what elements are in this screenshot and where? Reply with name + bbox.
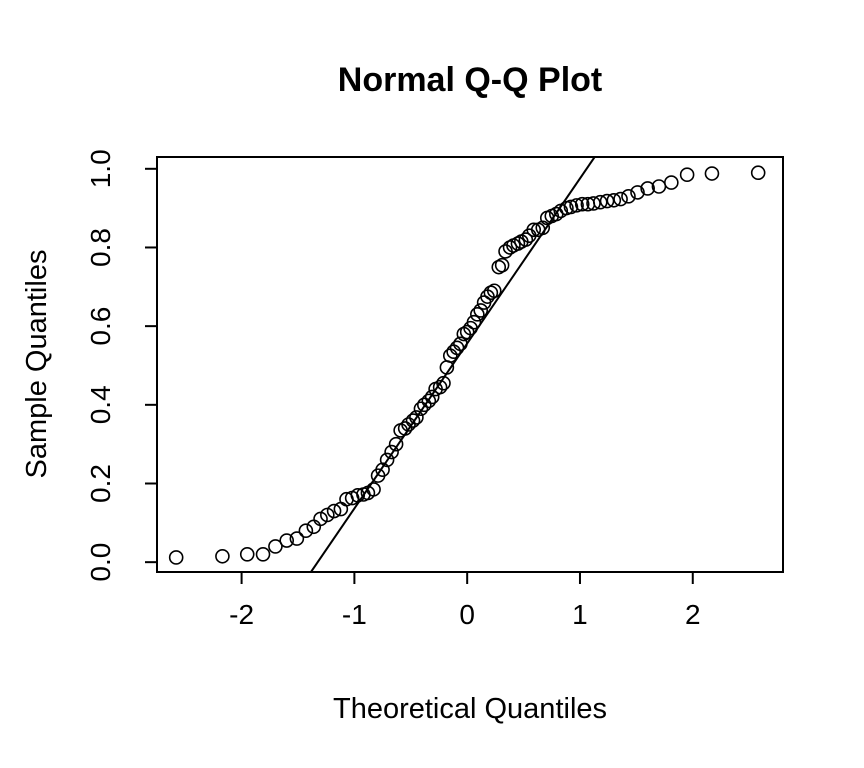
data-point [599,193,615,209]
x-tick-label: 1 [572,599,588,630]
data-point [586,196,601,211]
data-point [486,283,502,299]
data-point [255,546,271,562]
data-point [750,165,766,181]
data-point [704,166,720,181]
x-tick-label: 0 [459,599,475,630]
y-axis: 0.0 0.2 0.4 0.6 0.8 1.0 [85,149,157,582]
x-tick-label: -1 [342,599,367,630]
data-point [279,533,295,548]
data-point [473,303,489,318]
data-point [470,307,485,322]
data-point [298,523,314,538]
data-point [630,185,645,200]
data-point [679,167,695,183]
data-point [421,393,437,409]
data-point [502,240,518,255]
data-point [436,375,451,391]
data-point [168,550,184,565]
data-point [453,336,468,352]
x-axis: -2 -1 0 1 2 [229,572,701,630]
data-point [518,232,534,247]
x-axis-label: Theoretical Quantiles [333,693,607,725]
data-point [417,397,432,413]
data-point [459,324,475,340]
data-point [375,462,390,478]
data-point [289,531,305,546]
y-axis-label: Sample Quantiles [21,250,53,479]
data-point [494,257,510,273]
x-tick-label: 2 [685,599,701,630]
data-point [621,189,636,204]
data-point [510,236,526,251]
data-point [535,220,551,236]
data-point [640,181,655,196]
y-tick-label: 0.6 [85,307,116,346]
chart-title: Normal Q-Q Plot [338,61,602,99]
y-tick-label: 0.0 [85,543,116,582]
data-point [574,196,590,212]
data-point [491,259,507,275]
data-point [606,192,622,208]
data-point [306,519,322,535]
data-point [413,401,429,417]
data-point [442,348,458,363]
data-point [432,379,448,395]
plot-frame [156,156,784,573]
data-point [592,194,608,210]
data-point [215,548,230,564]
y-tick-label: 0.2 [85,464,116,503]
data-point [424,389,440,405]
data-point [449,340,465,356]
data-point [366,482,381,497]
data-point [569,198,584,213]
data-point [384,444,399,460]
data-point [405,413,421,428]
data-point [350,487,366,503]
data-points [168,165,766,565]
data-point [483,285,499,301]
x-tick-label: -2 [229,599,254,630]
y-tick-label: 0.8 [85,228,116,267]
data-point [326,503,342,519]
data-point [446,344,461,360]
data-point [239,546,255,562]
data-point [397,421,413,436]
y-tick-label: 1.0 [85,149,116,188]
data-point [563,199,579,215]
data-point [268,539,283,554]
data-point [379,452,395,468]
data-point [613,191,628,207]
y-tick-label: 0.4 [85,385,116,424]
data-point [526,222,542,238]
data-point [388,436,404,452]
data-point [466,314,482,330]
data-point [409,410,424,425]
data-point [664,175,679,190]
